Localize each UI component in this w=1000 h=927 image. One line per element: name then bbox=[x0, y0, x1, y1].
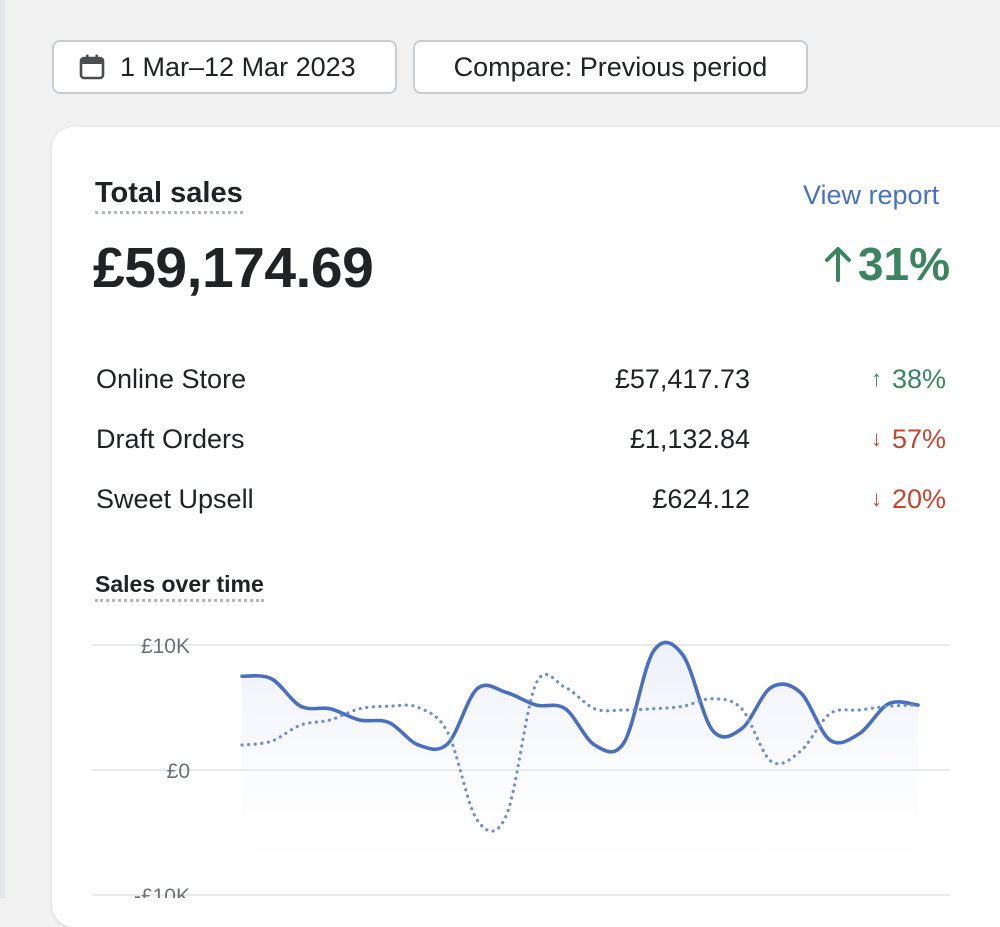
arrow-up-icon bbox=[824, 247, 851, 282]
series-area-fill bbox=[242, 642, 918, 895]
channel-name: Sweet Upsell bbox=[96, 484, 254, 514]
y-tick-label: £0 bbox=[167, 760, 190, 783]
current-period-line[interactable] bbox=[240, 640, 920, 754]
channel-change-value: 57% bbox=[891, 424, 946, 454]
total-change-badge: 31% bbox=[822, 237, 950, 291]
channel-change: ↓ 20% bbox=[871, 484, 946, 515]
total-sales-value: £59,174.69 bbox=[93, 236, 374, 300]
total-change-value: 31% bbox=[857, 238, 950, 290]
date-range-label: 1 Mar–12 Mar 2023 bbox=[120, 51, 356, 82]
date-range-button[interactable]: 1 Mar–12 Mar 2023 bbox=[52, 40, 397, 94]
card-title[interactable]: Total sales bbox=[95, 177, 243, 214]
channel-change: ↓ 57% bbox=[871, 424, 946, 455]
channel-amount: £1,132.84 bbox=[629, 424, 750, 454]
compare-label: Compare: Previous period bbox=[453, 51, 768, 82]
channel-amount: £57,417.73 bbox=[614, 364, 750, 394]
channel-amount: £624.12 bbox=[652, 484, 750, 514]
y-tick-label: -£10K bbox=[134, 885, 190, 898]
channel-change-value: 20% bbox=[891, 484, 946, 514]
breakdown-row: Sweet Upsell £624.12 ↓ 20% bbox=[96, 484, 946, 524]
view-report-link[interactable]: View report bbox=[803, 180, 940, 210]
arrow-down-icon: ↓ bbox=[870, 486, 882, 511]
channel-name: Draft Orders bbox=[96, 424, 245, 454]
channel-change: ↑ 38% bbox=[871, 364, 946, 395]
y-tick-label: £10K bbox=[141, 635, 190, 658]
page-left-border bbox=[0, 0, 5, 898]
compare-button[interactable]: Compare: Previous period bbox=[413, 40, 808, 94]
sales-over-time-title[interactable]: Sales over time bbox=[95, 571, 264, 602]
previous-period-line[interactable] bbox=[240, 672, 920, 833]
channel-change-value: 38% bbox=[891, 364, 946, 394]
breakdown-row: Draft Orders £1,132.84 ↓ 57% bbox=[96, 424, 946, 464]
calendar-icon bbox=[79, 54, 105, 80]
channel-name: Online Store bbox=[96, 364, 247, 394]
breakdown-row: Online Store £57,417.73 ↑ 38% bbox=[96, 364, 946, 404]
sales-chart: £10K £0 -£10K bbox=[92, 635, 950, 898]
arrow-down-icon: ↓ bbox=[870, 426, 882, 451]
arrow-up-icon: ↑ bbox=[870, 366, 882, 391]
